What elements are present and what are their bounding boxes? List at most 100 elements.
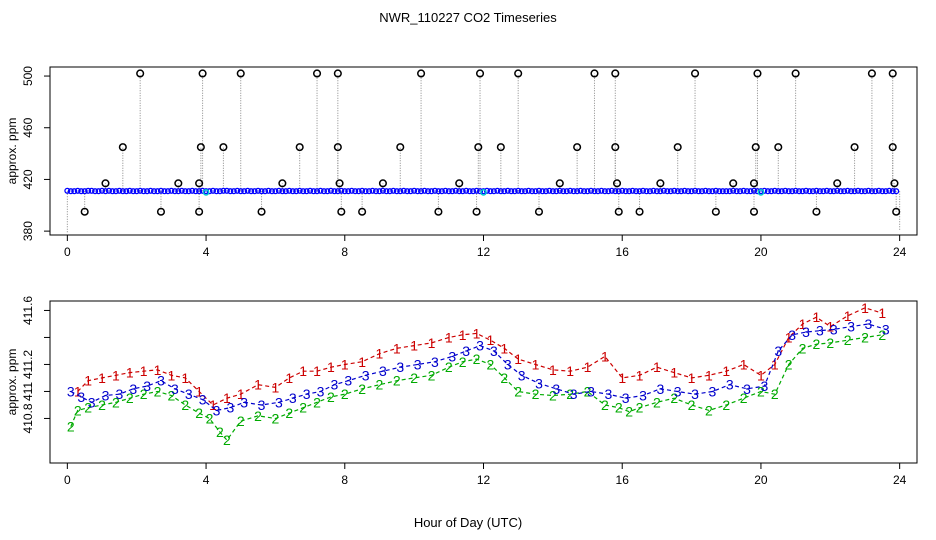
series-2-point: 2	[140, 386, 148, 402]
top-baseline-point	[244, 187, 251, 194]
series-3-point: 3	[490, 343, 498, 359]
figure-title: NWR_110227 CO2 Timeseries	[379, 10, 557, 25]
top-baseline-point	[601, 188, 608, 195]
series-2-point: 2	[487, 356, 495, 372]
series-2-point: 2	[785, 356, 793, 372]
top-outlier-point	[892, 207, 901, 216]
series-2-point: 2	[514, 383, 522, 399]
top-baseline-point	[109, 188, 116, 195]
series-1-group: 11 1 1 1 1 1 1 111 1 11 11 1 1 1 1 11 1 1 1 1 1 1 111 1 1 1 111 11 1…	[74, 300, 887, 413]
series-3-point: 3	[788, 327, 796, 343]
series-1-point: 1	[771, 356, 779, 372]
series-3-point: 3	[448, 348, 456, 364]
bottom-x-tick-label: 24	[893, 473, 907, 487]
series-3-point: 3	[77, 389, 85, 405]
series-2-point: 2	[206, 410, 214, 426]
top-outlier-point	[156, 207, 166, 216]
top-baseline-point	[858, 188, 865, 195]
top-baseline-point	[750, 187, 758, 194]
top-baseline-point	[716, 188, 723, 195]
top-baseline-point	[667, 188, 674, 195]
top-baseline-point	[639, 187, 647, 194]
series-2-point: 2	[428, 367, 436, 383]
top-baseline-point	[261, 188, 269, 195]
top-baseline-point	[511, 188, 518, 195]
series-1-point: 1	[878, 305, 886, 321]
top-outlier-point	[833, 179, 842, 188]
series-2-point: 2	[653, 394, 661, 410]
series-1-point: 1	[514, 351, 522, 367]
top-baseline-point	[643, 188, 650, 195]
top-baseline-point	[320, 188, 328, 195]
top-baseline-point	[168, 187, 175, 194]
series-3-point: 3	[396, 359, 404, 375]
series-2-point: 2	[393, 373, 401, 389]
series-2-point: 2	[223, 432, 231, 448]
top-outlier-point	[358, 207, 367, 216]
series-1-point: 1	[584, 359, 592, 375]
top-outlier-point	[749, 179, 759, 188]
series-1-point: 1	[140, 363, 148, 379]
bottom-y-tick-label: 411.2	[21, 350, 35, 379]
series-2-point: 2	[67, 419, 75, 435]
top-baseline-point	[411, 187, 418, 194]
top-baseline-point	[674, 188, 681, 195]
top-baseline-point	[563, 188, 570, 195]
top-baseline-point	[608, 187, 615, 194]
top-baseline-point	[487, 188, 494, 195]
top-baseline-point	[567, 187, 574, 194]
top-baseline-point	[504, 187, 511, 194]
top-baseline-point	[164, 188, 171, 195]
series-2-point: 2	[272, 410, 280, 426]
series-2-point: 2	[74, 402, 82, 418]
top-baseline-point	[594, 188, 601, 195]
series-1-point: 1	[722, 363, 730, 379]
top-baseline-point	[698, 188, 706, 195]
top-baseline-point	[144, 188, 151, 195]
top-baseline-point	[886, 187, 893, 194]
top-baseline-point	[71, 188, 78, 195]
top-outlier-point	[333, 143, 342, 152]
top-baseline-point	[248, 188, 255, 195]
top-baseline-point	[553, 188, 560, 195]
top-baseline-point	[449, 188, 456, 195]
top-baseline-point	[733, 188, 740, 195]
top-baseline-point	[157, 187, 165, 194]
series-1-point: 1	[445, 329, 453, 345]
top-baseline-point	[771, 187, 778, 194]
top-baseline-point	[98, 187, 106, 194]
top-baseline-point	[629, 187, 636, 194]
top-baseline-point	[813, 187, 820, 194]
top-baseline-point	[470, 188, 477, 195]
series-3-point: 3	[303, 386, 311, 402]
series-2-point: 2	[771, 386, 779, 402]
series-2-point: 2	[861, 329, 869, 345]
top-baseline-point	[688, 188, 695, 195]
top-baseline-point	[782, 187, 789, 194]
series-1-point: 1	[223, 390, 231, 406]
series-2-point: 2	[181, 397, 189, 413]
series-3-point: 3	[199, 392, 207, 408]
top-baseline-point	[407, 188, 414, 195]
series-1-line	[77, 307, 883, 406]
top-baseline-point	[105, 187, 113, 194]
top-baseline-point	[241, 188, 248, 195]
top-baseline-point	[317, 187, 324, 194]
top-baseline-point	[549, 188, 556, 195]
top-baseline-point	[542, 188, 549, 195]
series-3-point: 3	[587, 383, 595, 399]
series-3-point: 3	[802, 324, 810, 340]
top-outlier-point	[888, 69, 897, 78]
top-baseline-point	[293, 188, 300, 195]
top-baseline-point	[612, 188, 619, 195]
top-baseline-point	[570, 188, 577, 195]
top-baseline-point	[879, 188, 886, 195]
top-outlier-point	[475, 69, 485, 78]
top-baseline-point	[796, 188, 803, 195]
series-1-point: 1	[566, 363, 574, 379]
top-baseline-point	[691, 187, 699, 194]
top-baseline-point	[598, 187, 605, 194]
top-baseline-point	[268, 188, 276, 195]
top-baseline-point	[386, 188, 393, 195]
